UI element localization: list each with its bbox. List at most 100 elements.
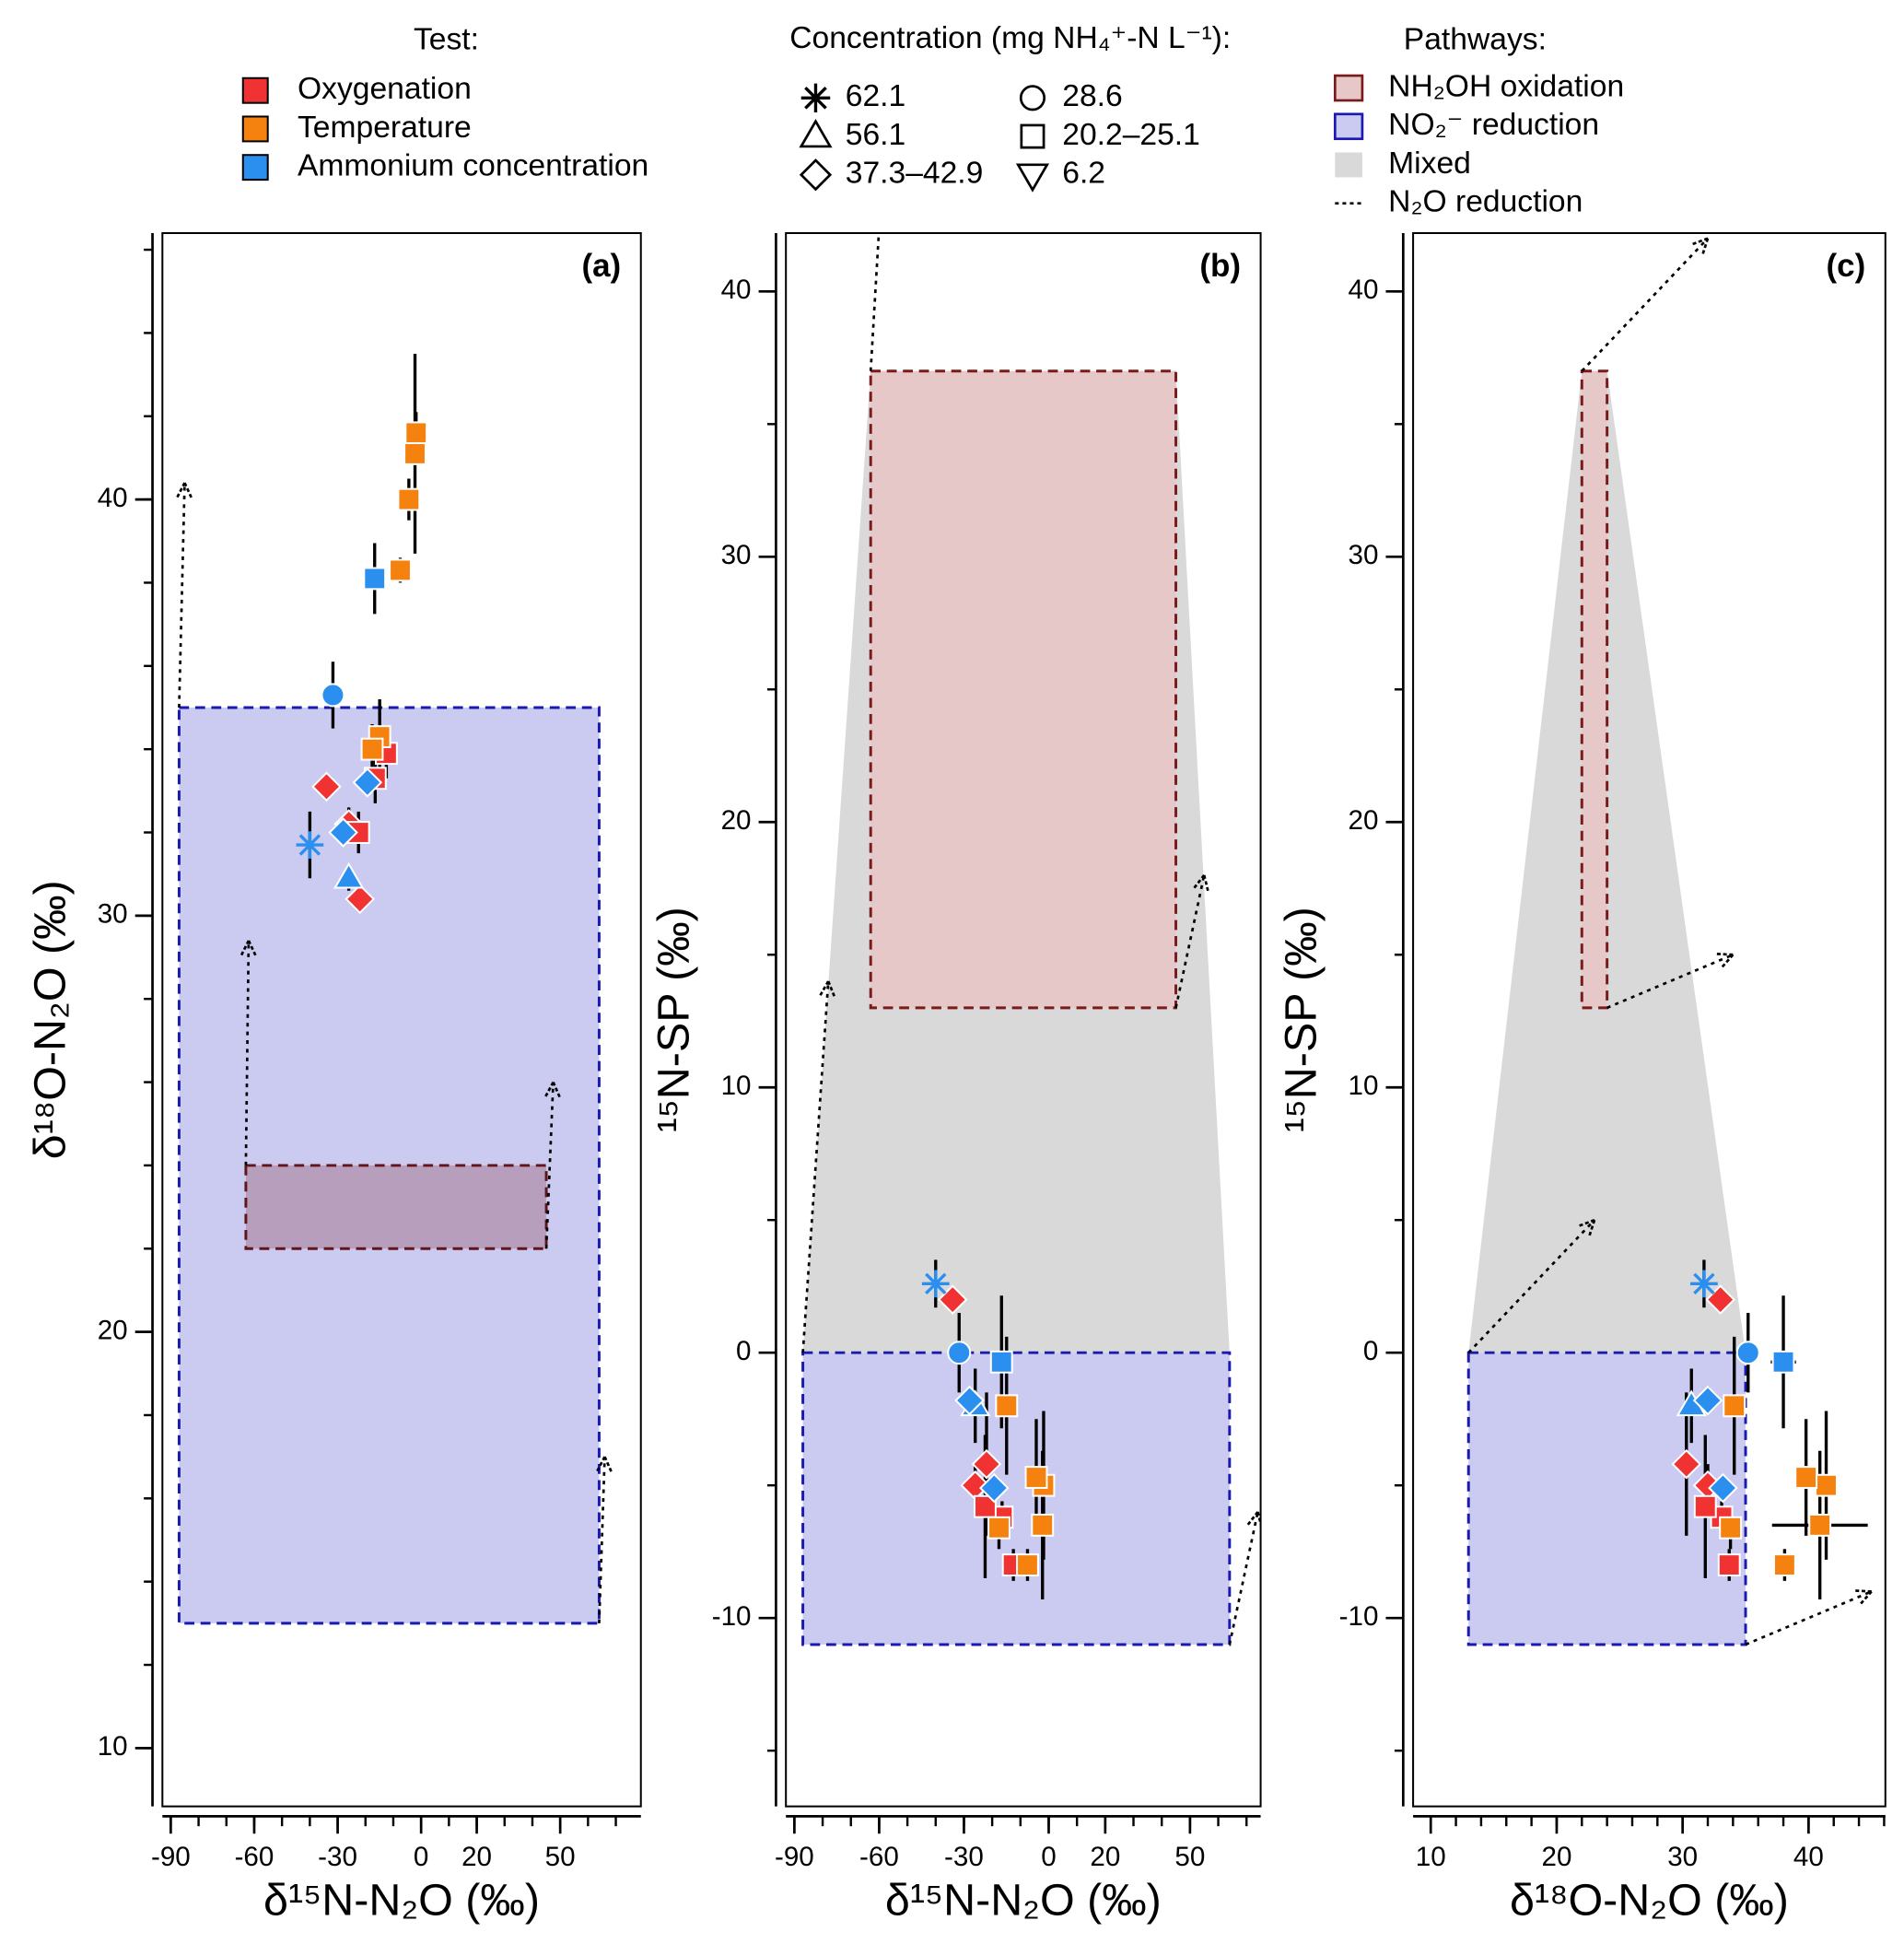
legend-marker: [1020, 123, 1045, 149]
pathway-region: [869, 369, 1178, 1010]
plot-frame: [1412, 231, 1886, 1808]
panel: 10 20 30 40 -90 -60 -30 0 20 50 (a) δ¹⁵N-N₂O (‰) δ¹⁸…: [26, 231, 642, 1925]
y-tick-label: 10: [1348, 1071, 1378, 1101]
y-tick-label: 30: [1348, 540, 1378, 570]
legend-marker: [800, 83, 831, 113]
reduction-arrow: [801, 980, 830, 1353]
data-point: [345, 884, 376, 915]
legend-swatch: [1333, 112, 1364, 141]
data-point: [328, 817, 358, 848]
legend-label: Mixed: [1388, 146, 1471, 181]
data-point: [1815, 1473, 1838, 1497]
plot-area: [801, 232, 1261, 1646]
data-point: [311, 771, 342, 802]
data-point: [978, 1472, 1010, 1504]
data-point: [404, 421, 428, 445]
reduction-arrow: [598, 1457, 606, 1623]
data-point: [1719, 1516, 1743, 1540]
x-tick-label: 40: [1793, 1842, 1824, 1872]
legend-label: NH₂OH oxidation: [1388, 69, 1624, 103]
x-tick-label: 50: [545, 1842, 576, 1872]
data-point: [397, 487, 421, 511]
y-tick-label: -10: [712, 1601, 752, 1632]
plot-area: [1466, 237, 1873, 1646]
data-point: [1723, 1394, 1746, 1418]
x-tick-label: -60: [235, 1842, 275, 1872]
data-point: [1031, 1513, 1055, 1537]
legend-swatch: [241, 154, 269, 182]
reduction-arrow: [544, 1082, 555, 1249]
y-tick-label: 20: [1348, 805, 1378, 836]
y-tick-label: 20: [721, 805, 752, 836]
x-tick-label: -30: [944, 1842, 984, 1872]
plot-frame: [161, 231, 642, 1808]
data-point: [974, 1494, 997, 1518]
y-tick-label: 40: [1348, 275, 1378, 305]
y-axis-title: ¹⁵N-SP (‰): [1276, 907, 1326, 1132]
data-point: [1794, 1466, 1818, 1489]
data-point: [1808, 1513, 1832, 1537]
data-point: [989, 1350, 1013, 1374]
arrow-head: [1690, 237, 1710, 256]
legend: Test: Oxygenation Temperature Ammonium conc…: [241, 21, 1624, 219]
reduction-arrow: [1174, 874, 1206, 1009]
data-point: [1708, 1472, 1738, 1504]
data-point: [1671, 1448, 1702, 1480]
data-point: [1772, 1553, 1796, 1577]
y-tick-label: 30: [98, 899, 128, 930]
legend-label: Oxygenation: [298, 72, 472, 106]
x-tick-label: -30: [318, 1842, 357, 1872]
arrow-head: [239, 940, 258, 957]
y-tick-label: 0: [736, 1336, 751, 1366]
x-axis-title: δ¹⁵N-N₂O (‰): [885, 1875, 1162, 1925]
y-tick-label: 20: [98, 1315, 128, 1345]
data-point: [1024, 1466, 1048, 1489]
x-tick-label: 20: [1541, 1842, 1571, 1872]
legend-label: 20.2–25.1: [1062, 118, 1200, 152]
data-point: [1692, 1385, 1723, 1416]
plot-frame: [785, 231, 1262, 1808]
x-tick-label: 10: [1416, 1842, 1446, 1872]
panel-label: (a): [581, 248, 621, 284]
data-point: [360, 737, 384, 761]
arrow-head: [1192, 874, 1210, 893]
legend-label: 6.2: [1062, 157, 1105, 191]
data-point: [1771, 1350, 1795, 1374]
panel: -10 0 10 20 30 40 -90 -60 -30 0 20 50 (b) δ¹⁵N-N₂O (‰…: [649, 231, 1262, 1925]
arrow-head: [1715, 952, 1735, 969]
pathway-region: [244, 1164, 548, 1250]
data-point: [352, 767, 383, 798]
panel-label: (c): [1827, 248, 1866, 284]
arrow-head: [595, 1456, 613, 1473]
data-point: [296, 831, 324, 859]
legend-swatch: [1335, 152, 1362, 178]
reduction-arrow: [1745, 1590, 1873, 1646]
data-point: [1717, 1553, 1741, 1577]
y-tick-label: 30: [721, 540, 752, 570]
arrow-head: [1853, 1589, 1873, 1606]
regions: [177, 706, 601, 1625]
panel-label: (b): [1199, 248, 1241, 284]
y-tick-label: -10: [1339, 1601, 1379, 1632]
x-axis-title: δ¹⁸O-N₂O (‰): [1510, 1875, 1789, 1925]
data-point: [333, 861, 365, 889]
legend-label: 37.3–42.9: [846, 157, 984, 191]
reduction-arrow: [1581, 237, 1709, 372]
data-point: [1690, 1270, 1718, 1298]
y-tick-label: 10: [721, 1071, 752, 1101]
y-axis-title: δ¹⁸O-N₂O (‰): [26, 880, 76, 1159]
y-tick-label: 10: [98, 1731, 128, 1762]
data-point: [947, 1341, 972, 1365]
arrow-head: [175, 482, 193, 499]
reduction-arrow: [178, 483, 186, 709]
x-tick-label: 30: [1667, 1842, 1698, 1872]
x-tick-label: 20: [1090, 1842, 1120, 1872]
data-point: [403, 441, 426, 465]
legend-label: 56.1: [846, 118, 905, 152]
arrow-head: [1577, 1218, 1596, 1237]
reduction-arrow: [1228, 1511, 1259, 1645]
data-point: [971, 1448, 1002, 1480]
legend-marker: [1015, 163, 1050, 193]
x-tick-label: 50: [1174, 1842, 1205, 1872]
